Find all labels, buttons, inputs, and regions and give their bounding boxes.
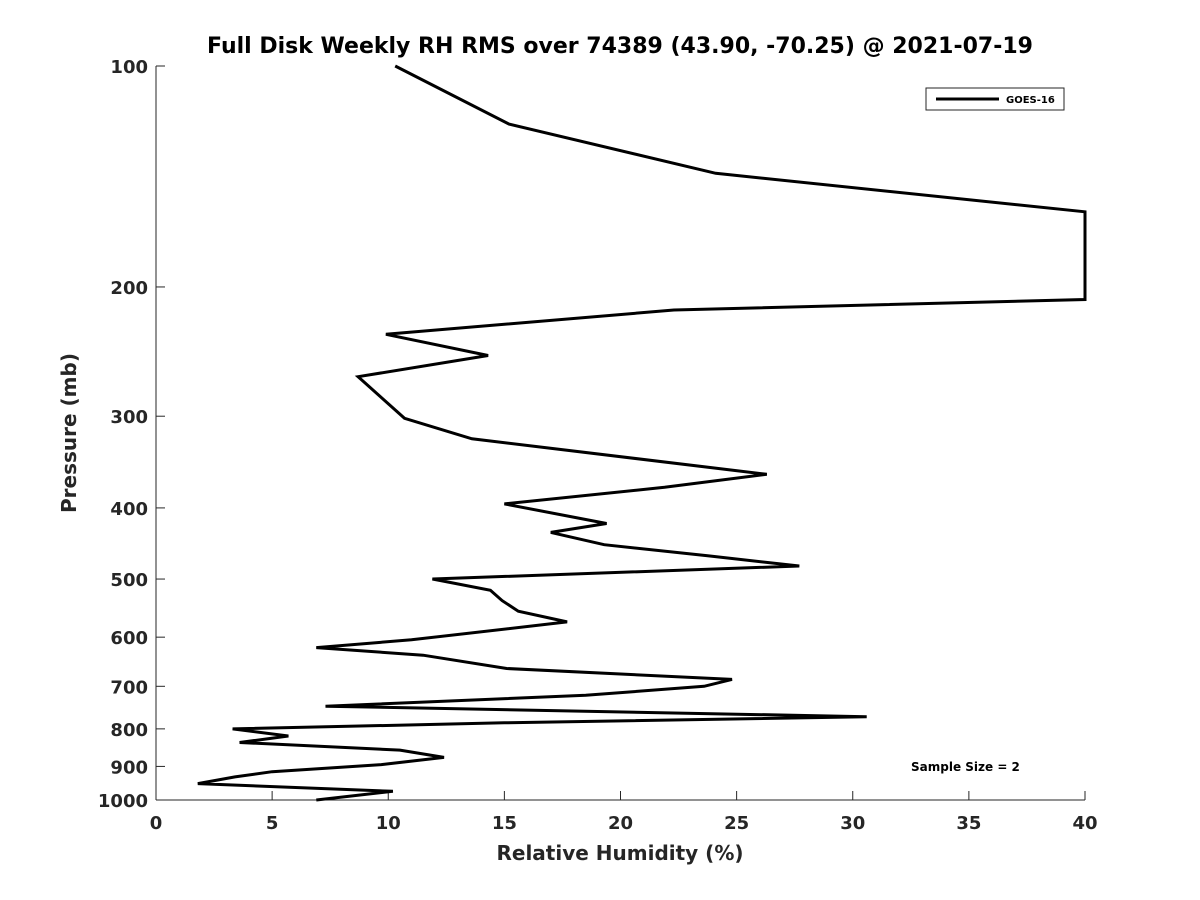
y-tick-label: 400 bbox=[110, 499, 148, 520]
y-tick-label: 1000 bbox=[98, 791, 148, 812]
y-tick-label: 100 bbox=[110, 57, 148, 78]
x-tick-label: 40 bbox=[1072, 813, 1097, 834]
y-tick-label: 800 bbox=[110, 720, 148, 741]
x-tick-label: 10 bbox=[376, 813, 401, 834]
y-tick-label: 600 bbox=[110, 628, 148, 649]
x-tick-label: 5 bbox=[266, 813, 279, 834]
series-line-goes16 bbox=[197, 64, 1087, 802]
y-axis-label: Pressure (mb) bbox=[57, 353, 81, 513]
y-tick-label: 200 bbox=[110, 278, 148, 299]
x-axis-label: Relative Humidity (%) bbox=[496, 841, 743, 865]
y-tick-label: 500 bbox=[110, 570, 148, 591]
x-tick-label: 0 bbox=[150, 813, 163, 834]
y-tick-label: 900 bbox=[110, 757, 148, 778]
chart-title: Full Disk Weekly RH RMS over 74389 (43.9… bbox=[207, 34, 1033, 59]
legend: GOES-16 bbox=[925, 87, 1065, 111]
y-tick-label: 700 bbox=[110, 677, 148, 698]
x-tick-label: 20 bbox=[608, 813, 633, 834]
y-tick-label: 300 bbox=[110, 407, 148, 428]
x-tick-label: 15 bbox=[492, 813, 517, 834]
legend-label-goes16: GOES-16 bbox=[1006, 95, 1055, 106]
x-tick-label: 30 bbox=[840, 813, 865, 834]
x-axis-ticks: 0 5 10 15 20 25 30 35 40 bbox=[150, 791, 1098, 834]
y-axis-ticks: 100 200 300 400 500 600 700 800 900 1000 bbox=[98, 57, 165, 812]
x-tick-label: 35 bbox=[956, 813, 981, 834]
x-tick-label: 25 bbox=[724, 813, 749, 834]
sample-size-annotation: Sample Size = 2 bbox=[911, 760, 1020, 774]
